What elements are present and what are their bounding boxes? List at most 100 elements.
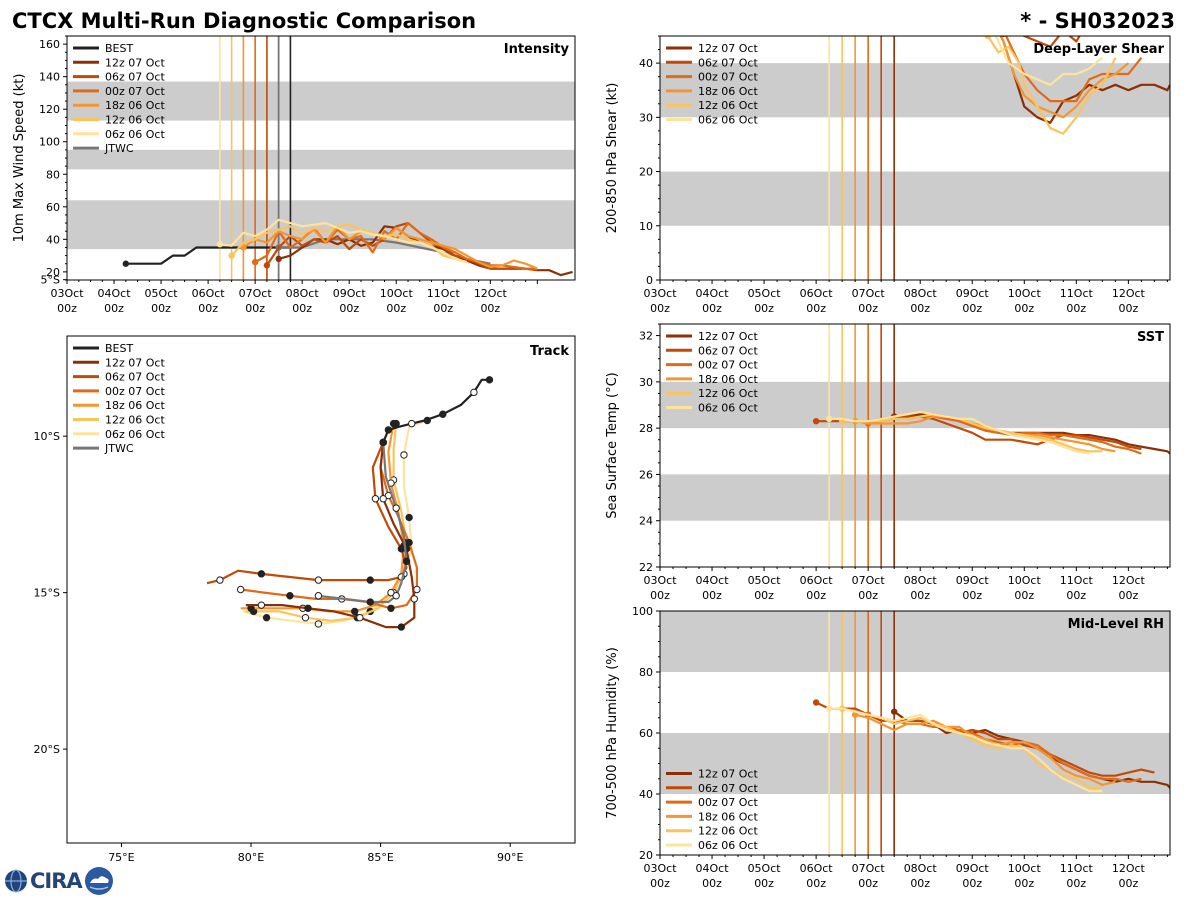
- shear-xtick-sublabel: 00z: [650, 302, 670, 315]
- track-point-00z-07-oct: [413, 585, 421, 594]
- rh-xtick-sublabel: 00z: [1066, 877, 1086, 890]
- intensity-start-12z-07-oct: [275, 255, 282, 263]
- track-xtick-label: 75°E: [108, 851, 134, 864]
- track-panel-title: Track: [530, 344, 569, 359]
- intensity-xtick-sublabel: 00z: [151, 302, 171, 315]
- sst-band-1: [660, 381, 1170, 429]
- intensity-start-06z-06-oct: [216, 241, 224, 248]
- rh-xtick-sublabel: 00z: [1014, 877, 1034, 890]
- rh-panel-title: Mid-Level RH: [1068, 617, 1164, 632]
- intensity-xtick-label: 11Oct: [427, 287, 461, 300]
- track-series-06z-07-oct: [206, 441, 408, 585]
- intensity-xtick-label: 06Oct: [192, 287, 226, 300]
- intensity-xtick-label: 03Oct: [50, 287, 84, 300]
- track-point-06z-06-oct: [314, 620, 323, 628]
- rh-legend-label-18z-06-oct: 18z 06 Oct: [698, 810, 758, 823]
- sst-xtick-label: 11Oct: [1060, 574, 1094, 587]
- rh-series-06z-06-oct: [829, 707, 1103, 793]
- cloud-globe-icon: [84, 867, 113, 895]
- figure-title: CTCX Multi-Run Diagnostic Comparison: [12, 9, 476, 33]
- rh-xtick-label: 09Oct: [956, 862, 990, 875]
- track-frame: [66, 335, 576, 844]
- sst-xtick-sublabel: 00z: [1066, 589, 1086, 602]
- shear-xtick-sublabel: 00z: [806, 302, 826, 315]
- rh-legend-label-00z-07-oct: 00z 07 Oct: [698, 796, 758, 809]
- track-legend-label-00z-07-oct: 00z 07 Oct: [105, 385, 165, 398]
- sst-ytick-label: 24: [639, 515, 653, 528]
- rh-xtick-sublabel: 00z: [702, 877, 722, 890]
- intensity-xtick-sublabel: 00z: [480, 302, 500, 315]
- shear-legend-label-12z-07-oct: 12z 07 Oct: [698, 42, 758, 55]
- shear-xtick-label: 07Oct: [852, 287, 886, 300]
- track-point-12z-07-oct: [257, 601, 266, 609]
- sst-xtick-sublabel: 00z: [1118, 589, 1138, 602]
- track-plot-area: [206, 376, 494, 631]
- shear-xtick-label: 04Oct: [696, 287, 730, 300]
- shear-ytick-label: 20: [639, 166, 653, 179]
- sst-frame: [659, 323, 1171, 568]
- shear-xtick-label: 08Oct: [904, 287, 938, 300]
- sst-legend-label-06z-07-oct: 06z 07 Oct: [698, 344, 758, 357]
- rh-xtick-sublabel: 00z: [858, 877, 878, 890]
- track-legend-label-12z-06-oct: 12z 06 Oct: [105, 414, 165, 427]
- intensity-start-best: [122, 260, 129, 267]
- shear-legend-label-18z-06-oct: 18z 06 Oct: [698, 85, 758, 98]
- track-series-00z-07-oct: [240, 442, 418, 610]
- track-point-06z-06-oct: [405, 513, 413, 522]
- track-legend-label-jtwc: JTWC: [104, 442, 134, 455]
- track-point-best: [384, 426, 393, 434]
- rh-xtick-sublabel: 00z: [754, 877, 774, 890]
- sst-xtick-sublabel: 00z: [754, 589, 774, 602]
- sst-series-06z-06-oct: [829, 410, 1090, 455]
- rh-xtick-sublabel: 00z: [806, 877, 826, 890]
- rh-xtick-sublabel: 00z: [1118, 877, 1138, 890]
- intensity-xtick-sublabel: 00z: [292, 302, 312, 315]
- track-point-best: [470, 388, 478, 397]
- sst-band-0: [660, 474, 1170, 521]
- sst-xtick-label: 03Oct: [643, 574, 677, 587]
- track-legend-label-06z-06-oct: 06z 06 Oct: [105, 428, 165, 441]
- track-point-06z-06-oct: [262, 613, 271, 622]
- rh-start-12z-07-oct: [890, 708, 898, 715]
- intensity-xtick-label: 09Oct: [333, 287, 367, 300]
- shear-xtick-label: 09Oct: [956, 287, 990, 300]
- shear-start-12z-07-oct: [990, 17, 996, 23]
- track-point-06z-07-oct: [371, 495, 380, 503]
- intensity-xtick-label: 10Oct: [380, 287, 414, 300]
- intensity-xtick-sublabel: 00z: [245, 302, 265, 315]
- rh-xtick-label: 07Oct: [852, 862, 886, 875]
- rh-legend-label-12z-07-oct: 12z 07 Oct: [698, 768, 758, 781]
- intensity-series-06z-06-oct: [219, 218, 468, 264]
- sst-xtick-sublabel: 00z: [702, 589, 722, 602]
- track-point-best: [485, 376, 494, 384]
- sst-xtick-sublabel: 00z: [962, 589, 982, 602]
- track-point-best: [408, 419, 416, 428]
- intensity-legend-label-06z-07-oct: 06z 07 Oct: [105, 71, 165, 84]
- shear-band-1: [660, 63, 1170, 118]
- rh-xtick-sublabel: 00z: [962, 877, 982, 890]
- shear-xtick-label: 11Oct: [1060, 287, 1094, 300]
- shear-legend-label-06z-06-oct: 06z 06 Oct: [698, 114, 758, 127]
- intensity-xtick-sublabel: 00z: [433, 302, 453, 315]
- track-point-12z-07-oct: [397, 623, 406, 631]
- sst-xtick-label: 06Oct: [800, 574, 834, 587]
- track-legend-label-18z-06-oct: 18z 06 Oct: [105, 399, 165, 412]
- track-point-00z-07-oct: [387, 604, 395, 612]
- track-point-00z-07-oct: [405, 538, 413, 547]
- sst-ytick-label: 32: [639, 330, 653, 343]
- rh-xtick-label: 05Oct: [748, 862, 782, 875]
- intensity-ytick-label: 80: [46, 168, 60, 181]
- intensity-legend-label-18z-06-oct: 18z 06 Oct: [105, 99, 165, 112]
- track-panel: 75°E 80°E 85°E 90°E 5°S 10°S 15°S 20°S Track BEST…: [34, 274, 576, 864]
- track-point-00z-07-oct: [236, 585, 245, 594]
- intensity-ytick-label: 100: [39, 136, 60, 149]
- sst-legend-label-12z-06-oct: 12z 06 Oct: [698, 387, 758, 400]
- sst-start-06z-06-oct: [825, 415, 833, 423]
- shear-xtick-sublabel: 00z: [1014, 302, 1034, 315]
- intensity-band-2: [67, 81, 575, 121]
- intensity-ytick-label: 60: [46, 201, 60, 214]
- shear-xtick-sublabel: 00z: [910, 302, 930, 315]
- intensity-ytick-label: 140: [39, 71, 60, 84]
- rh-ytick-label: 60: [639, 727, 653, 740]
